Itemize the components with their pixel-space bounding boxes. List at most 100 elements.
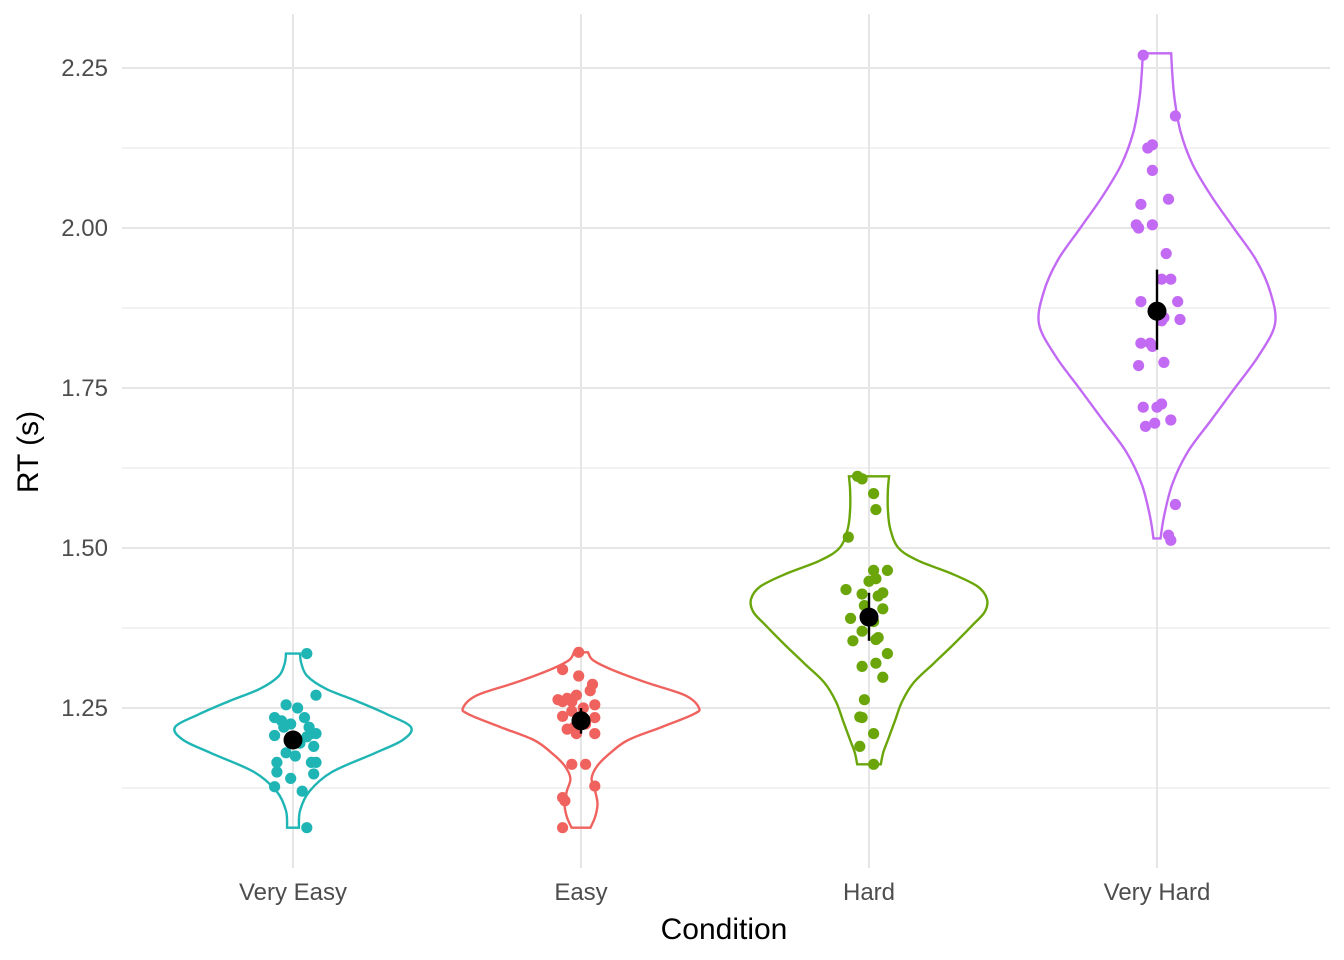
data-point xyxy=(589,780,601,792)
data-point xyxy=(1169,110,1181,122)
data-point xyxy=(557,696,569,708)
data-point xyxy=(1135,337,1147,349)
data-point xyxy=(845,612,857,625)
data-point xyxy=(856,712,868,724)
data-point xyxy=(858,694,871,706)
data-point xyxy=(1139,420,1152,432)
data-point xyxy=(269,729,281,742)
data-point xyxy=(280,747,292,759)
data-point xyxy=(1142,142,1154,154)
data-point xyxy=(285,772,297,785)
data-point xyxy=(854,740,866,753)
y-axis-title: RT (s) xyxy=(12,411,45,493)
data-point xyxy=(278,721,290,733)
data-point xyxy=(863,575,875,587)
data-point xyxy=(1165,414,1177,426)
data-point xyxy=(584,685,596,697)
data-point xyxy=(557,664,569,676)
y-tick-label: 1.50 xyxy=(61,535,108,562)
data-point xyxy=(280,699,292,711)
data-point xyxy=(1151,401,1163,413)
mean-point xyxy=(283,730,303,750)
data-point xyxy=(1169,498,1181,511)
y-tick-label: 1.75 xyxy=(61,375,108,402)
data-point xyxy=(589,712,601,724)
mean-summaries xyxy=(283,269,1167,750)
data-point xyxy=(877,671,889,683)
data-point xyxy=(301,648,313,660)
data-point xyxy=(271,756,283,769)
data-point xyxy=(870,504,882,516)
mean-point xyxy=(1147,301,1167,321)
data-point xyxy=(870,657,882,669)
violin-outline xyxy=(749,475,989,766)
x-tick-label: Very Easy xyxy=(239,879,347,906)
data-point xyxy=(842,531,854,543)
data-point xyxy=(1156,273,1168,285)
data-point xyxy=(1137,401,1149,413)
data-point xyxy=(1146,219,1158,231)
data-point xyxy=(1165,273,1177,285)
data-point xyxy=(589,699,601,711)
data-point xyxy=(566,696,578,708)
data-point xyxy=(1160,248,1172,260)
data-point xyxy=(573,646,585,658)
data-point xyxy=(881,564,894,577)
y-tick-label: 2.00 xyxy=(61,215,108,242)
data-point xyxy=(557,710,569,722)
data-point xyxy=(1137,49,1149,61)
data-point xyxy=(269,781,281,793)
x-axis-title: Condition xyxy=(661,913,788,946)
data-point xyxy=(1149,417,1161,429)
data-point xyxy=(868,758,880,770)
violins xyxy=(173,52,1277,829)
data-point xyxy=(310,689,322,701)
data-point xyxy=(573,670,585,682)
gridlines xyxy=(122,14,1330,868)
data-point xyxy=(1146,340,1158,352)
data-point xyxy=(847,635,859,647)
data-point xyxy=(1165,534,1177,546)
data-point xyxy=(1133,222,1145,234)
data-point xyxy=(1174,313,1186,326)
x-tick-label: Very Hard xyxy=(1104,879,1211,906)
data-point xyxy=(1162,193,1175,205)
data-point xyxy=(1146,164,1158,176)
data-point xyxy=(868,728,880,740)
data-point xyxy=(856,473,868,485)
data-point xyxy=(561,723,573,735)
data-point xyxy=(292,702,304,714)
data-point xyxy=(856,625,868,637)
data-point xyxy=(570,728,583,740)
data-point xyxy=(1135,198,1147,210)
y-tick-labels: 1.25 1.50 1.75 2.00 2.25 xyxy=(61,55,108,722)
data-point xyxy=(872,590,884,602)
data-point xyxy=(881,648,894,660)
data-point xyxy=(1135,296,1147,308)
data-point xyxy=(870,633,882,646)
data-point xyxy=(877,603,889,615)
data-point xyxy=(289,750,301,762)
data-points xyxy=(269,49,1186,834)
violin-outline xyxy=(173,652,413,829)
data-point xyxy=(308,740,320,753)
data-point xyxy=(310,756,322,769)
data-point xyxy=(310,728,322,740)
x-tick-labels: Very Easy Easy Hard Very Hard xyxy=(239,879,1210,906)
data-point xyxy=(296,785,308,797)
data-point xyxy=(856,588,868,600)
data-point xyxy=(589,728,601,740)
data-point xyxy=(1158,356,1170,368)
data-point xyxy=(580,758,592,770)
x-tick-label: Hard xyxy=(843,879,895,906)
y-tick-label: 2.25 xyxy=(61,55,108,82)
data-point xyxy=(868,488,880,500)
mean-point xyxy=(571,711,591,731)
x-tick-label: Easy xyxy=(554,879,607,906)
data-point xyxy=(856,660,868,673)
data-point xyxy=(1133,360,1145,372)
y-tick-label: 1.25 xyxy=(61,695,108,722)
mean-point xyxy=(859,607,879,627)
data-point xyxy=(308,768,320,780)
